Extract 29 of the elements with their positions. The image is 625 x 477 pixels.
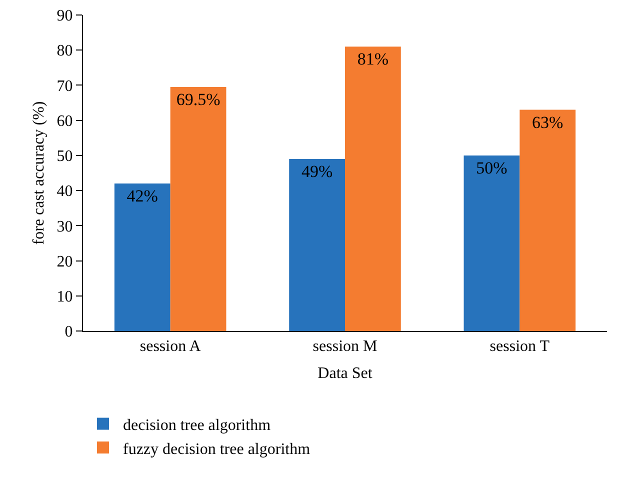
x-tick-label: session T <box>490 338 550 356</box>
y-tick-label: 60 <box>56 112 73 130</box>
bar <box>464 155 520 331</box>
data-label: 50% <box>476 158 508 178</box>
bar <box>170 86 226 331</box>
bar <box>114 184 170 331</box>
y-tick-label: 20 <box>56 253 73 270</box>
bar <box>520 110 576 331</box>
legend-label: decision tree algorithm <box>123 416 272 434</box>
data-label: 69.5% <box>176 90 220 109</box>
y-tick-label: 70 <box>56 78 73 95</box>
y-tick-label: 80 <box>56 42 73 60</box>
data-label: 81% <box>357 50 389 69</box>
legend-label: fuzzy decision tree algorithm <box>123 440 311 458</box>
x-axis-title: Data Set <box>318 364 373 382</box>
y-tick-label: 0 <box>64 324 73 341</box>
data-label: 49% <box>301 162 333 181</box>
x-tick-label: session A <box>140 338 202 356</box>
bar <box>345 46 401 331</box>
y-tick-label: 10 <box>56 288 73 306</box>
y-tick-label: 30 <box>56 218 73 236</box>
y-tick-label: 40 <box>56 183 73 200</box>
y-tick-label: 50 <box>56 148 73 166</box>
bar <box>289 158 345 331</box>
data-label: 42% <box>126 186 158 206</box>
x-tick-label: session M <box>312 338 378 356</box>
y-axis-title: fore cast accuracy (%) <box>30 101 48 245</box>
y-tick-label: 90 <box>56 8 73 25</box>
data-label: 63% <box>532 112 564 132</box>
